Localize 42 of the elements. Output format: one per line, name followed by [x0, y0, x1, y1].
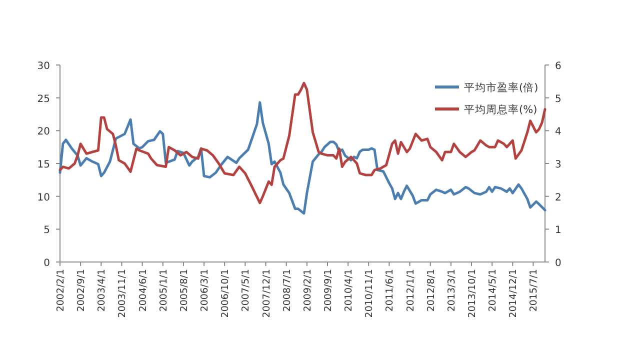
y2-tick-label: 1: [555, 225, 562, 236]
y-tick-label: 10: [37, 192, 50, 204]
y-tick-label: 0: [44, 258, 50, 269]
x-tick-label: 2002/9/1: [76, 269, 88, 312]
legend-label: 平均周息率(%): [464, 103, 538, 116]
y2-tick-label: 6: [555, 61, 562, 72]
x-tick-label: 2003/11/1: [117, 269, 128, 318]
x-tick-label: 2003/4/1: [96, 269, 108, 312]
x-tick-label: 2013/3/1: [446, 269, 458, 312]
line-series: [58, 82, 546, 204]
x-tick-label: 2013/10/1: [467, 269, 478, 318]
line-series: [58, 101, 546, 215]
x-tick-label: 2014/12/1: [508, 269, 520, 318]
y2-tick-label: 2: [555, 192, 562, 204]
x-tick-label: 2006/3/1: [200, 269, 211, 312]
y-tick-label: 30: [37, 61, 50, 72]
x-tick-label: 2009/2/1: [302, 269, 314, 312]
x-tick-label: 2005/1/1: [158, 269, 170, 312]
x-tick-label: 2011/6/1: [384, 269, 396, 312]
x-tick-label: 2015/7/1: [528, 269, 540, 312]
y2-tick-label: 3: [555, 160, 562, 170]
y-tick-label: 25: [37, 94, 50, 105]
y2-tick-label: 0: [555, 258, 562, 269]
y-tick-label: 5: [44, 225, 50, 236]
x-tick-label: 2009/9/1: [322, 269, 334, 312]
y2-tick-label: 5: [555, 94, 562, 105]
x-tick-label: 2007/5/1: [240, 269, 252, 312]
x-tick-label: 2008/7/1: [282, 269, 293, 312]
y-tick-label: 20: [37, 126, 50, 138]
x-tick-label: 2005/8/1: [178, 269, 190, 312]
x-tick-label: 2004/6/1: [138, 269, 149, 312]
legend-label: 平均市盈率(倍): [464, 81, 538, 94]
x-tick-label: 2012/8/1: [426, 269, 437, 312]
x-tick-label: 2012/1/1: [405, 269, 416, 312]
x-tick-label: 2010/11/1: [364, 269, 376, 318]
x-tick-label: 2014/5/1: [488, 269, 499, 312]
x-tick-label: 2006/10/1: [220, 269, 232, 318]
x-tick-label: 2010/4/1: [344, 269, 355, 312]
x-tick-label: 2002/2/1: [56, 269, 66, 312]
y-tick-label: 15: [37, 160, 50, 170]
x-tick-label: 2007/12/1: [261, 269, 272, 318]
y2-tick-label: 4: [555, 126, 562, 138]
